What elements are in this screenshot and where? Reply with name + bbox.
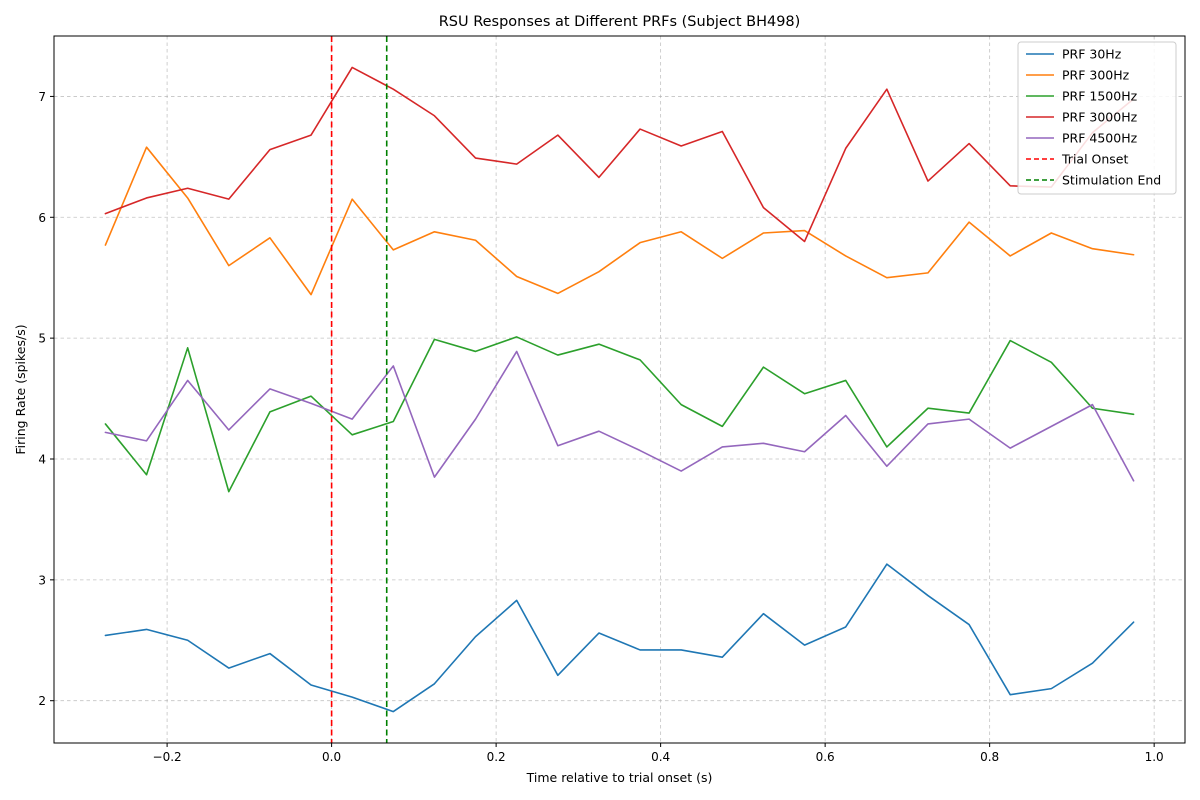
reference-lines	[330, 36, 388, 743]
series-line-prf-300hz	[104, 146, 1135, 296]
legend-label: PRF 30Hz	[1062, 47, 1122, 62]
legend-label: Stimulation End	[1062, 173, 1161, 188]
y-tick-label: 6	[38, 211, 46, 225]
y-axis-label: Firing Rate (spikes/s)	[13, 324, 28, 454]
x-tick-label: 0.6	[816, 750, 835, 764]
legend-box	[1017, 41, 1177, 195]
series-lines	[104, 66, 1135, 713]
series-line-prf-4500hz	[104, 350, 1135, 482]
legend-label: PRF 3000Hz	[1062, 110, 1138, 125]
x-tick-label: 1.0	[1145, 750, 1164, 764]
grid	[54, 36, 1185, 743]
x-tick-label: 0.0	[322, 750, 341, 764]
y-tick-label: 4	[38, 452, 46, 466]
x-axis-label: Time relative to trial onset (s)	[526, 770, 713, 785]
y-tick-label: 3	[38, 573, 46, 587]
y-tick-label: 5	[38, 332, 46, 346]
legend-label: PRF 1500Hz	[1062, 89, 1138, 104]
x-tick-label: −0.2	[153, 750, 182, 764]
y-tick-label: 7	[38, 90, 46, 104]
chart-title: RSU Responses at Different PRFs (Subject…	[439, 14, 801, 30]
plot-frame	[53, 35, 1186, 744]
series-line-prf-30hz	[104, 563, 1135, 713]
legend-label: PRF 4500Hz	[1062, 131, 1138, 146]
y-tick-label: 2	[38, 694, 46, 708]
x-tick-label: 0.8	[980, 750, 999, 764]
x-tick-label: 0.4	[651, 750, 670, 764]
series-line-prf-3000hz	[104, 66, 1135, 243]
series-line-prf-1500hz	[104, 336, 1135, 493]
x-tick-label: 0.2	[487, 750, 506, 764]
axis-ticks: −0.2 0.0 0.2 0.4 0.6 0.8 1.0 2 3 4 5 6 7	[38, 90, 1163, 764]
legend-label: PRF 300Hz	[1062, 68, 1130, 83]
legend-label: Trial Onset	[1061, 152, 1128, 167]
legend: PRF 30Hz PRF 300Hz PRF 1500Hz PRF 3000Hz PRF…	[1017, 41, 1177, 195]
